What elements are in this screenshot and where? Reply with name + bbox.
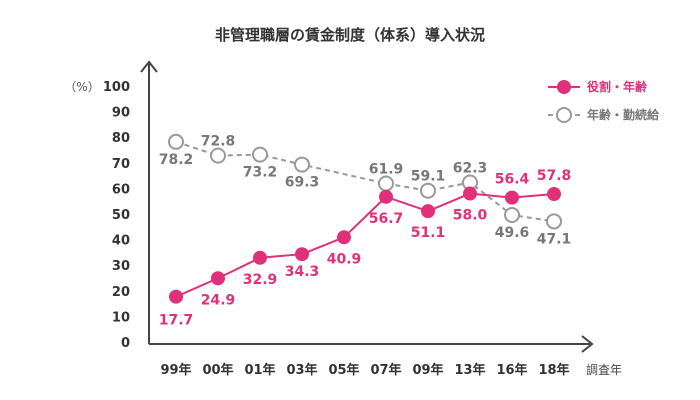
age-tenure-line: [175, 140, 555, 223]
y-tick-0: 0: [121, 336, 130, 351]
role-age-point-0: [169, 289, 183, 304]
age-tenure-point-5: [378, 175, 394, 192]
y-tick-20: 20: [112, 285, 130, 300]
age-tenure-label-7: 62.3: [453, 161, 488, 177]
y-tick-30: 30: [112, 259, 130, 274]
y-tick-60: 60: [112, 182, 130, 197]
x-tick-1: 00年: [202, 362, 233, 378]
svg-text:役割・年齢: 役割・年齢: [587, 79, 648, 94]
y-tick-100: 100: [103, 80, 130, 95]
age-tenure-label-5: 61.9: [369, 162, 404, 178]
age-tenure-point-8: [504, 207, 520, 224]
legend-item-role-age: 役割・年齢: [548, 79, 648, 94]
age-tenure-label-9: 47.1: [537, 231, 572, 247]
x-tick-labels: 99年 00年 01年 03年 05年 07年 09年 13年 16年 18年: [160, 362, 569, 378]
x-tick-9: 18年: [538, 362, 569, 378]
role-age-point-6: [421, 204, 435, 219]
y-tick-90: 90: [112, 106, 130, 121]
role-age-line: [175, 192, 555, 298]
legend-item-age-tenure: 年齢・勤続給: [548, 107, 660, 123]
x-tick-3: 03年: [286, 362, 317, 378]
x-tick-0: 99年: [160, 362, 191, 378]
series-age-tenure: [168, 133, 562, 230]
age-tenure-label-2: 73.2: [243, 165, 278, 181]
role-age-point-2: [253, 250, 267, 265]
role-age-point-1: [211, 271, 225, 286]
x-axis: [149, 335, 594, 353]
role-age-point-7: [463, 186, 477, 201]
y-tick-10: 10: [112, 310, 130, 325]
y-tick-70: 70: [112, 157, 130, 172]
role-age-point-3: [295, 247, 309, 262]
role-age-point-8: [505, 190, 519, 205]
x-tick-7: 13年: [454, 362, 485, 378]
age-tenure-point-3: [294, 156, 310, 173]
age-tenure-point-1: [210, 147, 226, 164]
y-tick-labels: 0 10 20 30 40 50 60 70 80 90 100: [103, 80, 130, 351]
age-tenure-point-2: [252, 146, 268, 163]
age-tenure-label-8: 49.6: [495, 225, 530, 241]
svg-text:年齢・勤続給: 年齢・勤続給: [587, 107, 660, 122]
age-tenure-label-3: 69.3: [285, 175, 320, 191]
age-tenure-label-1: 72.8: [201, 134, 236, 150]
y-tick-50: 50: [112, 208, 130, 223]
x-tick-6: 09年: [412, 362, 443, 378]
chart-title: 非管理職層の賃金制度（体系）導入状況: [215, 26, 485, 44]
x-tick-2: 01年: [244, 362, 275, 378]
age-tenure-point-0: [168, 133, 184, 150]
role-age-label-5: 56.7: [369, 211, 404, 227]
x-axis-label: 調査年: [586, 363, 622, 377]
y-axis-unit: （%）: [64, 80, 99, 94]
role-age-label-3: 34.3: [285, 264, 320, 280]
legend: 役割・年齢 年齢・勤続給: [548, 79, 660, 123]
role-age-point-4: [337, 230, 351, 245]
age-tenure-point-9: [546, 213, 562, 230]
role-age-label-1: 24.9: [201, 292, 236, 308]
y-axis: [140, 60, 158, 344]
data-labels: 78.2 72.8 73.2 69.3 61.9 59.1 62.3 49.6 47.1 17.7…: [159, 134, 572, 329]
series-role-age: [169, 186, 561, 304]
y-tick-80: 80: [112, 131, 130, 146]
role-age-label-7: 58.0: [453, 208, 488, 224]
age-tenure-label-6: 59.1: [411, 169, 446, 185]
role-age-label-2: 32.9: [243, 272, 278, 288]
age-tenure-point-6: [420, 182, 436, 199]
x-tick-4: 05年: [328, 362, 359, 378]
role-age-point-5: [379, 189, 393, 204]
role-age-label-6: 51.1: [411, 225, 446, 241]
role-age-label-0: 17.7: [159, 313, 194, 329]
x-tick-8: 16年: [496, 362, 527, 378]
role-age-label-8: 56.4: [495, 172, 530, 188]
y-tick-40: 40: [112, 234, 130, 249]
age-tenure-label-0: 78.2: [159, 152, 194, 168]
role-age-point-9: [547, 187, 561, 202]
x-tick-5: 07年: [370, 362, 401, 378]
role-age-label-4: 40.9: [327, 251, 362, 267]
role-age-label-9: 57.8: [537, 168, 572, 184]
